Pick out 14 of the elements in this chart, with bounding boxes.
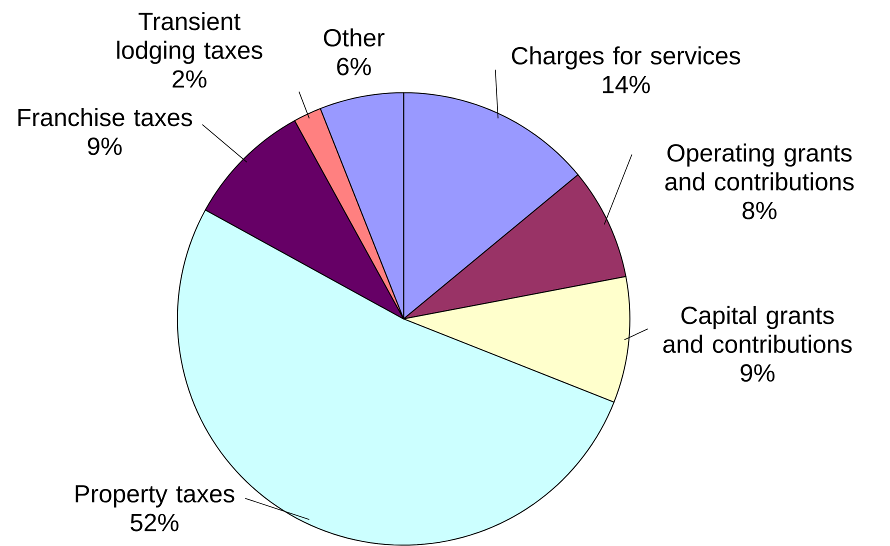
slice-label: Transient lodging taxes [117,12,262,64]
slice-label: Property taxes [76,485,234,508]
data-label: 14% [602,76,650,94]
slice-label: Franchise taxes [18,108,192,126]
data-label: 8% [742,202,776,220]
data-label: 6% [337,58,371,76]
slice-label: Charges for services [512,46,740,70]
slice-label: Operating grants and contributions [665,143,854,190]
data-label: 9% [88,137,122,155]
data-label: 9% [740,364,775,382]
slice-label: Capital grants and contributions [663,306,852,353]
data-label: 52% [130,514,178,532]
slice-label: Other [324,28,384,46]
data-label: 2% [172,70,206,88]
